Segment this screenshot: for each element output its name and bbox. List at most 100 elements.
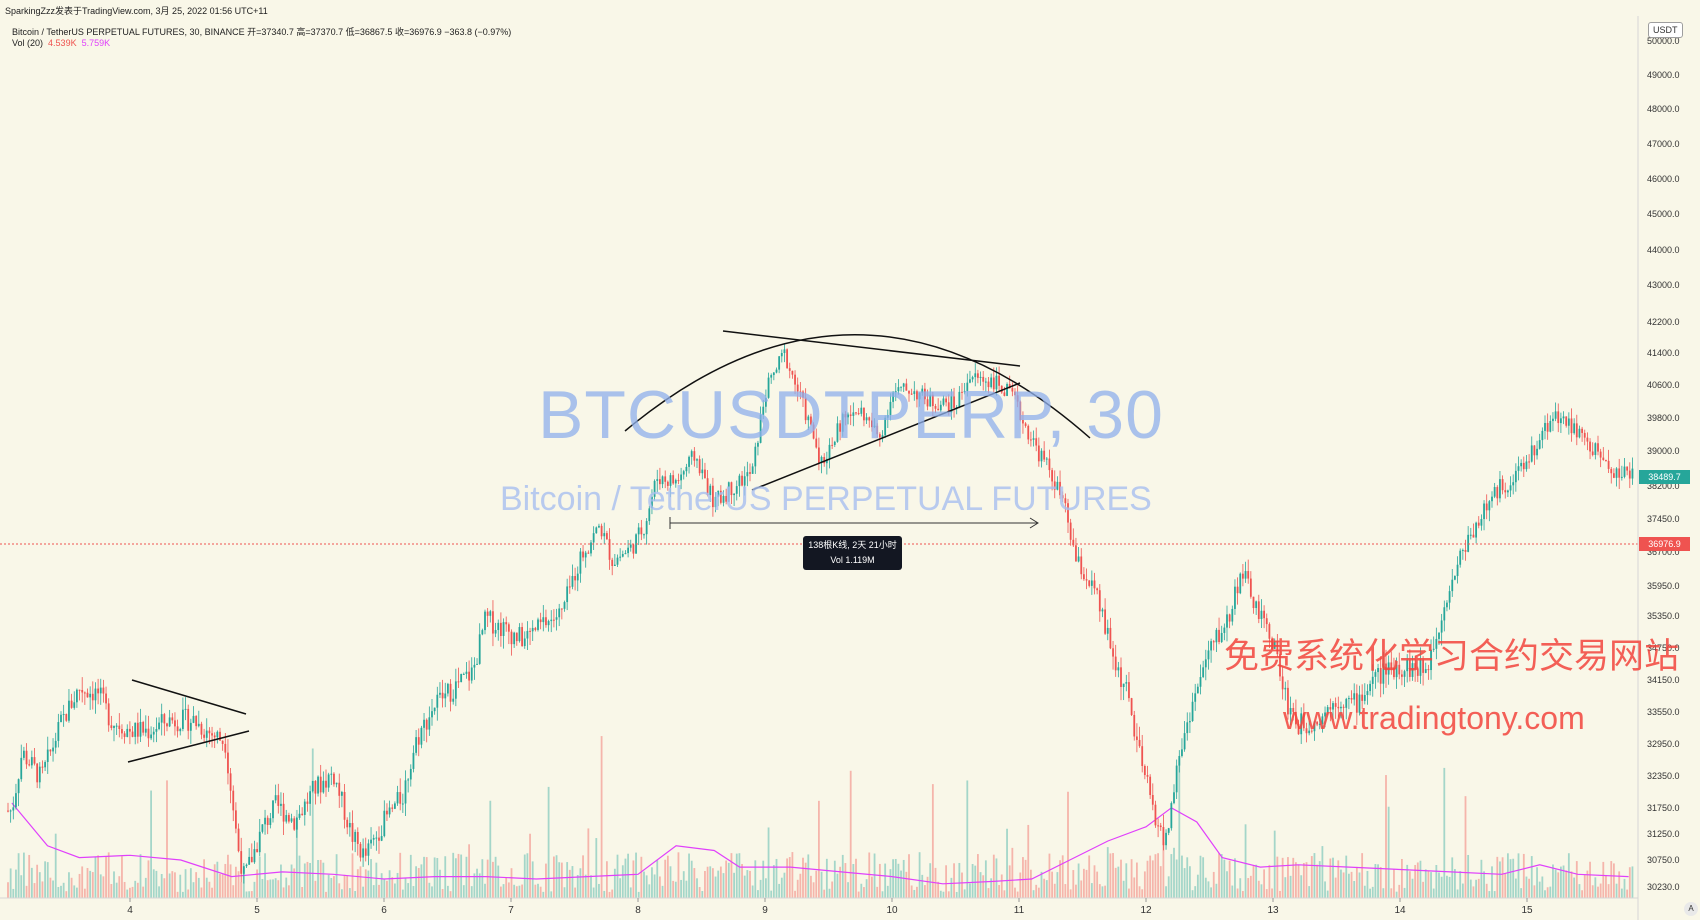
volume-bar xyxy=(990,878,993,898)
volume-bar xyxy=(388,870,391,898)
volume-bar xyxy=(462,885,465,898)
volume-bar xyxy=(182,891,184,898)
wedge-upper-line[interactable] xyxy=(722,330,1021,367)
candle-body xyxy=(608,539,611,560)
volume-bar xyxy=(118,876,121,898)
volume-bar xyxy=(672,880,675,898)
currency-badge[interactable]: USDT xyxy=(1648,22,1683,38)
price-axis[interactable]: 50000.0 49000.0 48000.0 47000.0 46000.0 45000… xyxy=(1647,36,1680,892)
volume-bar xyxy=(889,869,892,898)
triangle-upper-line[interactable] xyxy=(131,679,247,715)
candle-body xyxy=(539,619,542,623)
candle-body xyxy=(560,608,563,610)
volume-bar xyxy=(1035,884,1038,898)
volume-bar xyxy=(1125,863,1128,898)
volume-bar xyxy=(1022,857,1024,898)
volume-bar xyxy=(1411,878,1414,898)
candle-body xyxy=(325,780,327,788)
volume-bar xyxy=(1475,879,1477,898)
symbol-ohlc-line[interactable]: Bitcoin / TetherUS PERPETUAL FUTURES, 30… xyxy=(12,27,512,37)
volume-legend[interactable]: Vol (20) 4.539K 5.759K xyxy=(12,38,110,48)
volume-bar xyxy=(1432,888,1435,898)
volume-bar xyxy=(1032,890,1035,898)
price-tick-label: 34150.0 xyxy=(1647,675,1680,685)
volume-bar xyxy=(1130,859,1133,898)
candle-body xyxy=(529,630,531,632)
volume-bar xyxy=(542,891,545,898)
candle-body xyxy=(754,446,757,467)
candle-body xyxy=(574,576,576,581)
volume-bar xyxy=(7,882,9,898)
volume-bar xyxy=(1000,874,1003,898)
volume-bar xyxy=(1496,856,1499,898)
volume-bar xyxy=(669,866,672,898)
candle-body xyxy=(1416,668,1419,676)
candle-body xyxy=(341,791,343,796)
candle-body xyxy=(1072,539,1075,546)
candle-body xyxy=(1276,641,1279,655)
volume-bar xyxy=(78,873,81,898)
candle-body xyxy=(897,387,900,392)
candle-body xyxy=(314,780,317,794)
candle-body xyxy=(632,544,635,554)
candle-body xyxy=(1522,462,1525,470)
volume-bar xyxy=(232,885,235,898)
volume-bar xyxy=(1234,858,1236,898)
candle-body xyxy=(1525,461,1528,470)
rounding-top-arc[interactable] xyxy=(624,334,1091,439)
volume-bar xyxy=(759,879,762,898)
volume-bar xyxy=(613,868,616,898)
candle-body xyxy=(436,694,439,708)
candle-body xyxy=(462,673,465,675)
candle-body xyxy=(1607,460,1610,469)
volume-bar xyxy=(706,866,709,898)
volume-bar xyxy=(603,890,606,898)
candle-body xyxy=(921,388,924,393)
volume-bar xyxy=(1186,857,1189,898)
candle-body xyxy=(971,377,974,380)
volume-bar xyxy=(107,852,110,898)
time-axis[interactable]: 4 5 6 7 8 9 10 11 12 13 14 15 xyxy=(127,898,1533,916)
volume-bar xyxy=(1194,886,1197,898)
volume-bar xyxy=(1247,878,1250,898)
candle-body xyxy=(844,414,847,418)
volume-bar xyxy=(184,869,187,898)
volume-bar xyxy=(1618,871,1621,898)
wedge-lower-line[interactable] xyxy=(751,382,1021,491)
candle-body xyxy=(343,791,346,820)
candle-body xyxy=(1443,607,1446,621)
volume-bar xyxy=(1493,891,1496,898)
candle-body xyxy=(523,638,526,647)
candle-body xyxy=(759,414,762,443)
candle-body xyxy=(1581,428,1583,433)
volume-bar xyxy=(1122,880,1125,898)
triangle-lower-line[interactable] xyxy=(127,730,250,763)
volume-bar xyxy=(624,858,627,898)
candle-body xyxy=(54,740,57,748)
candle-body xyxy=(1178,755,1181,766)
candle-body xyxy=(102,687,105,694)
candle-body xyxy=(240,851,243,874)
volume-bar xyxy=(1581,890,1583,898)
volume-bar xyxy=(881,891,884,898)
candle-body xyxy=(330,773,333,775)
volume-bar xyxy=(1626,889,1629,898)
volume-bar xyxy=(518,885,521,898)
candle-body xyxy=(489,611,492,616)
promo-url[interactable]: www.tradingtony.com xyxy=(1283,700,1585,736)
candle-body xyxy=(852,412,855,416)
candle-body xyxy=(221,740,224,744)
candle-body xyxy=(380,836,383,841)
candle-body xyxy=(688,456,690,467)
volume-bar xyxy=(1204,877,1207,898)
auto-scale-button[interactable]: A xyxy=(1684,902,1698,916)
candle-body xyxy=(1361,694,1364,701)
volume-bar xyxy=(1369,888,1371,898)
candle-body xyxy=(706,478,709,496)
candle-body xyxy=(757,442,759,447)
volume-bar xyxy=(417,867,420,898)
candle-body xyxy=(492,611,494,634)
volume-bar xyxy=(1382,888,1385,898)
volume-bar xyxy=(391,877,394,898)
